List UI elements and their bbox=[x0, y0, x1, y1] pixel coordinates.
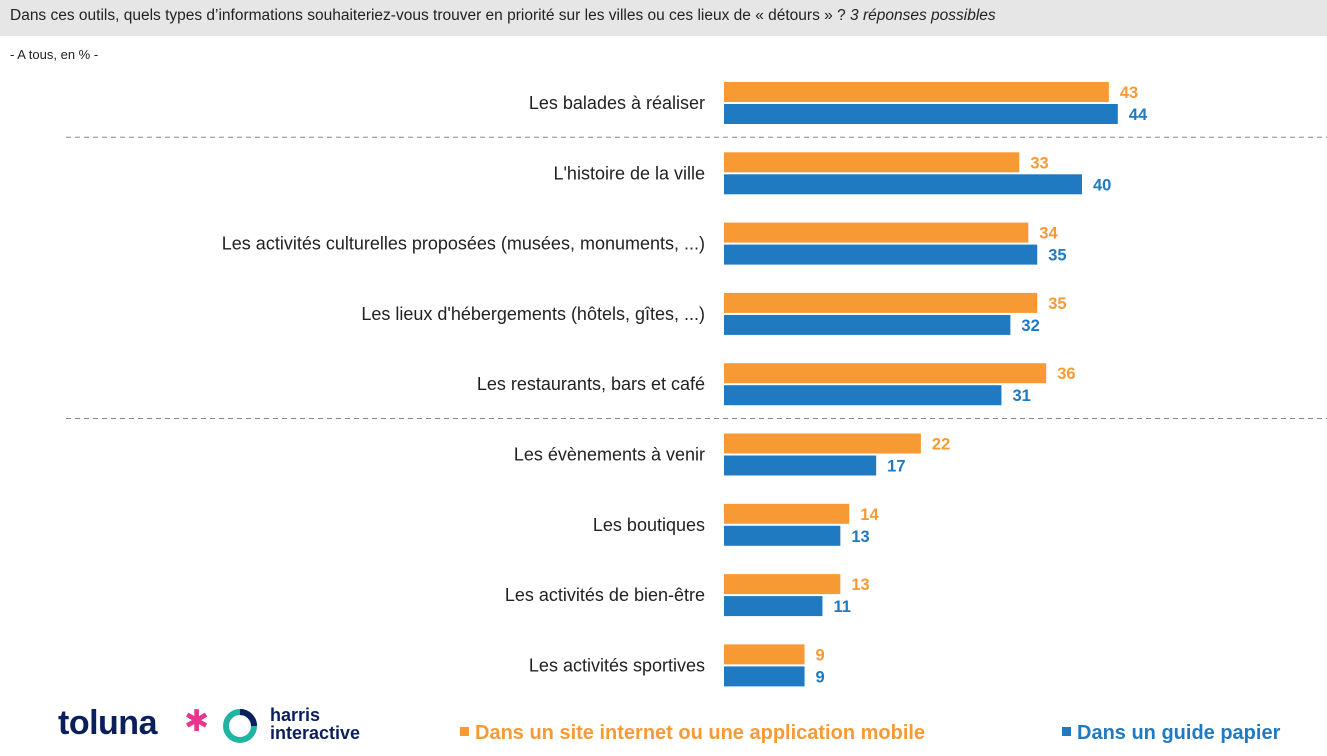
bar-series-2 bbox=[724, 174, 1082, 195]
base-note: - A tous, en % - bbox=[10, 47, 99, 62]
value-label-series-2: 9 bbox=[816, 668, 825, 686]
value-label-series-1: 22 bbox=[932, 436, 950, 454]
value-label-series-2: 31 bbox=[1012, 387, 1030, 405]
value-label-series-2: 40 bbox=[1093, 176, 1111, 194]
bar-series-2 bbox=[724, 244, 1038, 265]
bar-series-1 bbox=[724, 433, 921, 454]
footer: toluna ✱ harris interactive Dans un site… bbox=[0, 700, 1327, 756]
value-label-series-1: 34 bbox=[1039, 225, 1058, 243]
value-label-series-1: 33 bbox=[1030, 154, 1048, 172]
question-header: Dans ces outils, quels types d’informati… bbox=[0, 0, 1327, 36]
bar-series-2 bbox=[724, 666, 805, 687]
harris-ring-icon bbox=[223, 709, 257, 743]
value-label-series-1: 9 bbox=[816, 646, 825, 664]
category-label: Les boutiques bbox=[593, 515, 705, 535]
question-note: 3 réponses possibles bbox=[850, 7, 996, 24]
asterisk-icon: ✱ bbox=[184, 705, 210, 738]
value-label-series-2: 44 bbox=[1129, 106, 1148, 124]
bar-series-1 bbox=[724, 644, 805, 665]
bar-series-2 bbox=[724, 525, 841, 546]
bar-chart: Les balades à réaliser 43 44 L'histoire de … bbox=[66, 82, 1327, 687]
value-label-series-1: 36 bbox=[1057, 365, 1075, 383]
value-label-series-1: 35 bbox=[1048, 295, 1066, 313]
legend-swatch-blue bbox=[1062, 727, 1071, 737]
legend-label-guide-papier: Dans un guide papier bbox=[1077, 722, 1281, 744]
bar-series-1 bbox=[724, 292, 1038, 313]
value-label-series-2: 32 bbox=[1021, 317, 1039, 335]
category-label: L'histoire de la ville bbox=[553, 163, 705, 183]
bar-series-1 bbox=[724, 503, 850, 524]
value-label-series-2: 35 bbox=[1048, 247, 1066, 265]
toluna-logo: toluna bbox=[58, 704, 157, 742]
category-label: Les lieux d'hébergements (hôtels, gîtes,… bbox=[361, 304, 705, 324]
category-label: Les évènements à venir bbox=[514, 445, 705, 465]
harris-logo-line1: harris bbox=[270, 705, 321, 725]
category-label: Les activités culturelles proposées (mus… bbox=[222, 234, 705, 254]
bar-series-2 bbox=[724, 385, 1002, 406]
question-main: Dans ces outils, quels types d’informati… bbox=[10, 7, 846, 24]
legend-label-site-app: Dans un site internet ou une application… bbox=[475, 722, 926, 744]
bar-series-2 bbox=[724, 314, 1011, 335]
legend-item-guide-papier: Dans un guide papier bbox=[1062, 722, 1280, 745]
category-label: Les activités sportives bbox=[529, 655, 705, 675]
legend-item-site-app: Dans un site internet ou une application… bbox=[460, 722, 925, 745]
bar-series-2 bbox=[724, 104, 1118, 124]
value-label-series-2: 13 bbox=[851, 528, 869, 546]
bar-series-1 bbox=[724, 152, 1020, 173]
bar-series-2 bbox=[724, 596, 823, 617]
legend-swatch-orange bbox=[460, 727, 469, 737]
value-label-series-1: 43 bbox=[1120, 84, 1138, 102]
value-label-series-1: 13 bbox=[851, 576, 869, 594]
category-label: Les balades à réaliser bbox=[529, 93, 705, 113]
value-label-series-2: 11 bbox=[833, 598, 850, 616]
value-label-series-2: 17 bbox=[887, 458, 905, 476]
bar-series-1 bbox=[724, 574, 841, 595]
bar-series-1 bbox=[724, 82, 1109, 102]
bar-series-1 bbox=[724, 363, 1047, 384]
question-text: Dans ces outils, quels types d’informati… bbox=[10, 7, 996, 25]
category-label: Les restaurants, bars et café bbox=[477, 374, 705, 394]
value-label-series-1: 14 bbox=[860, 506, 879, 524]
bar-series-1 bbox=[724, 222, 1029, 243]
bar-series-2 bbox=[724, 455, 877, 476]
category-label: Les activités de bien-être bbox=[505, 585, 705, 605]
harris-interactive-logo: harris interactive bbox=[270, 706, 360, 742]
harris-logo-line2: interactive bbox=[270, 723, 361, 743]
